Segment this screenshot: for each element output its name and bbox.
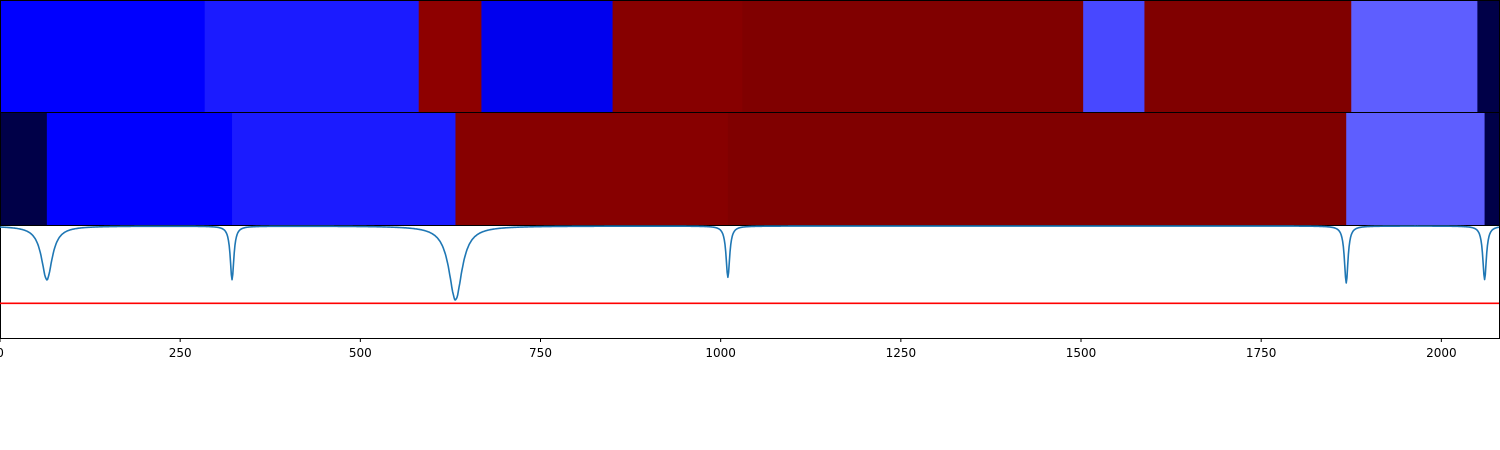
heatmap-segment [1351, 1, 1478, 112]
x-tick-label: 2000 [1426, 346, 1457, 360]
middle-heatmap-band [0, 112, 1500, 226]
heatmap-segment [0, 113, 48, 225]
heatmap-segment [727, 113, 1347, 225]
x-tick-label: 1500 [1066, 346, 1097, 360]
x-tick-label: 1750 [1246, 346, 1277, 360]
x-axis: 0 250 500 750 1000 1250 1500 1750 2000 [0, 338, 1457, 360]
x-tick-label: 500 [349, 346, 372, 360]
signal-line-panel [0, 225, 1500, 339]
x-tick-label: 250 [169, 346, 192, 360]
heatmap-segment [742, 1, 1084, 112]
x-tick-label: 1000 [705, 346, 736, 360]
heatmap-segment [232, 113, 456, 225]
heatmap-segment [455, 113, 729, 225]
heatmap-segment [1346, 113, 1486, 225]
x-tick-label: 750 [529, 346, 552, 360]
signal-series-line [0, 225, 1500, 301]
heatmap-segment [1144, 1, 1352, 112]
heatmap-segment [46, 113, 233, 225]
top-heatmap-band [0, 0, 1500, 113]
heatmap-segment [481, 1, 614, 112]
heatmap-segment [0, 1, 206, 112]
heatmap-segment [612, 1, 743, 112]
heatmap-segment [1083, 1, 1145, 112]
heatmap-segment [204, 1, 420, 112]
x-tick-label: 1250 [886, 346, 917, 360]
heatmap-segment [418, 1, 482, 112]
heatmap-segment [1477, 1, 1500, 112]
panel-border [0, 225, 1500, 339]
heatmap-segment [1484, 113, 1500, 225]
x-tick-label: 0 [0, 346, 4, 360]
